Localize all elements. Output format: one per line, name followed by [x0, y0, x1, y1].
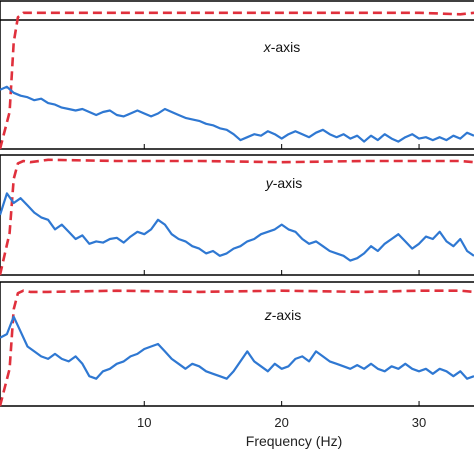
panel-frame [0, 281, 474, 407]
panel-label-z-axis: z-axis [264, 307, 302, 323]
plot-area [0, 289, 474, 407]
series-spectrum-line [0, 85, 474, 143]
panel-y-axis: y-axis [0, 154, 474, 276]
plot-area [0, 158, 474, 276]
panel-x-axis: x-axis [0, 0, 474, 150]
x-tick-label: 30 [412, 415, 426, 430]
panel-label-x-axis: x-axis [263, 39, 301, 55]
panel-frame [0, 154, 474, 276]
plot-area [0, 11, 474, 150]
panel-frame [0, 0, 474, 150]
panel-label-y-axis: y-axis [265, 175, 303, 191]
series-envelope-line [0, 289, 474, 407]
series-spectrum-line [0, 315, 474, 380]
x-tick-label: 20 [274, 415, 288, 430]
series-envelope-line [0, 11, 474, 150]
panel-z-axis: z-axis [0, 281, 474, 407]
series-envelope-line [0, 158, 474, 276]
x-axis-title: Frequency (Hz) [246, 433, 342, 449]
x-axis-ticks: 10 20 30 [137, 415, 426, 430]
series-spectrum-line [0, 192, 474, 262]
x-tick-label: 10 [137, 415, 151, 430]
